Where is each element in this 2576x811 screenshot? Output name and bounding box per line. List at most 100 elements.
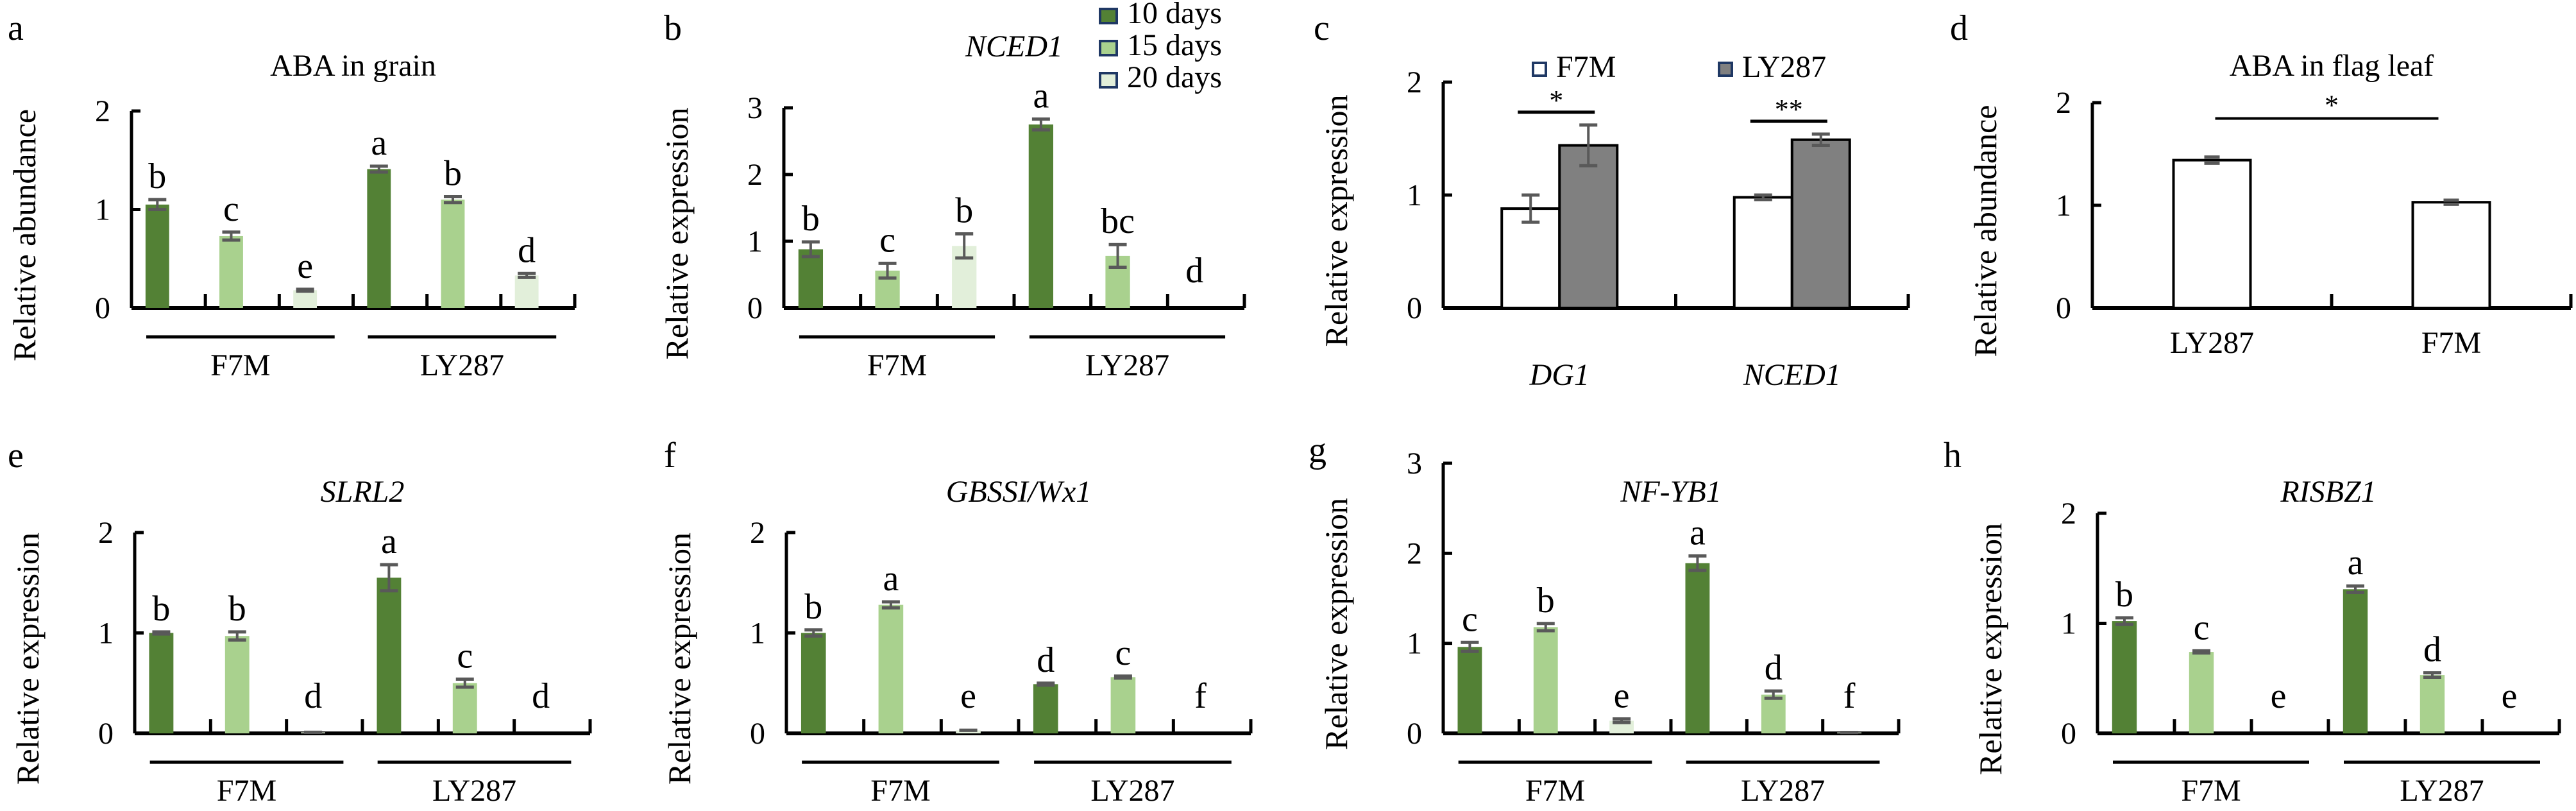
category-label: NCED1 (1743, 358, 1841, 392)
significance-letter: e (1614, 676, 1630, 716)
significance-letter: d (304, 676, 322, 716)
significance-stars: * (1549, 85, 1563, 116)
bar (1761, 694, 1786, 733)
y-axis-label: Relative expression (10, 533, 46, 785)
legend-label: LY287 (1742, 50, 1826, 84)
significance-letter: c (1115, 633, 1131, 673)
group-label: LY287 (432, 774, 516, 808)
panel-letter: h (1944, 436, 1962, 475)
panel-h: h RISBZ1 Relative expression 0 1 2 b c e F7M a d e LY… (1944, 436, 2561, 808)
panel-letter: c (1314, 8, 1330, 48)
chart-title: NF-YB1 (1620, 475, 1721, 509)
y-tick-label: 1 (750, 617, 765, 651)
significance-letter: c (457, 636, 473, 676)
significance-letter: a (381, 522, 397, 561)
y-axis-label: Relative abundance (6, 109, 42, 361)
y-tick-label: 1 (1407, 178, 1422, 212)
significance-letter: b (955, 191, 973, 231)
legend-swatch (1099, 72, 1118, 89)
group-label: F7M (217, 774, 276, 808)
significance-letter: c (1462, 599, 1478, 639)
bar (798, 249, 824, 308)
chart-title: ABA in grain (270, 49, 436, 83)
significance-letter: b (228, 589, 246, 629)
significance-letter: a (1033, 76, 1049, 116)
group-label: LY287 (1090, 774, 1174, 808)
bar (1028, 124, 1054, 308)
bar (1033, 684, 1058, 733)
bar (2343, 589, 2368, 733)
significance-letter: d (1185, 251, 1203, 291)
legend-swatch (1099, 40, 1118, 56)
y-axis-label: Relative expression (1318, 498, 1354, 750)
category-label: F7M (2421, 326, 2481, 360)
chart-title: ABA in flag leaf (2230, 49, 2434, 83)
legend-label: 15 days (1127, 28, 1222, 62)
y-axis-label: Relative expression (1972, 523, 2008, 775)
bar (145, 204, 169, 308)
y-tick-label: 2 (747, 158, 763, 192)
y-tick-label: 2 (750, 516, 765, 550)
group-label: F7M (210, 348, 270, 382)
bar (367, 169, 391, 308)
group-label: F7M (1525, 774, 1585, 808)
legend-label: 10 days (1127, 0, 1222, 30)
y-tick-label: 0 (98, 717, 114, 751)
y-axis-label: Relative expression (661, 533, 697, 785)
significance-letter: b (152, 589, 170, 629)
chart-title: SLRL2 (321, 475, 405, 509)
significance-letter: a (2348, 543, 2364, 583)
group-label: LY287 (1741, 774, 1825, 808)
bar (452, 683, 477, 733)
panel-d: d ABA in flag leaf Relative abundance 0 1 2 LY… (1950, 8, 2573, 360)
bar (1558, 144, 1619, 309)
significance-letter: c (879, 220, 895, 260)
significance-letter: b (802, 199, 820, 239)
y-tick-label: 0 (95, 291, 110, 325)
significance-letter: a (883, 559, 899, 599)
significance-stars: ** (1775, 94, 1803, 125)
y-tick-label: 2 (1407, 536, 1422, 570)
group-label: F7M (2181, 774, 2241, 808)
bar (1500, 207, 1561, 309)
legend-label: F7M (1556, 50, 1616, 84)
panel-a: a ABA in grain Relative abundance 0 1 2 b c e F7M… (6, 8, 577, 382)
significance-letter: d (532, 676, 550, 716)
significance-letter: a (1690, 513, 1706, 553)
significance-letter: b (444, 154, 462, 194)
bar (2189, 652, 2214, 733)
bar (377, 577, 402, 733)
significance-letter: e (297, 246, 313, 286)
panel-c: c Relative expression 0 1 2 * DG1 ** NCED1 F7M LY2… (1314, 8, 1910, 392)
bar (1733, 196, 1793, 309)
panel-letter: a (8, 8, 24, 48)
bar (2172, 158, 2252, 309)
panel-f: f GBSSI/Wx1 Relative expression 0 1 2 b a e F7M d c… (661, 436, 1253, 808)
bar (219, 235, 243, 308)
chart-title: NCED1 (965, 30, 1063, 64)
bar (2411, 201, 2491, 310)
bar (514, 275, 539, 308)
group-label: F7M (870, 774, 930, 808)
panel-e: e SLRL2 Relative expression 0 1 2 b b d F7M a c d LY2… (8, 436, 592, 808)
bar (2112, 621, 2137, 733)
legend-swatch (1099, 8, 1118, 24)
y-tick-label: 3 (747, 91, 763, 125)
significance-letter: f (1194, 676, 1207, 716)
significance-letter: d (1037, 640, 1055, 680)
significance-letter: d (518, 230, 536, 270)
y-tick-label: 1 (2056, 189, 2071, 223)
significance-letter: d (1765, 648, 1783, 688)
group-label: F7M (867, 348, 927, 382)
y-tick-label: 1 (1407, 627, 1422, 661)
significance-letter: e (960, 676, 976, 716)
bar (225, 636, 250, 733)
bar (441, 200, 465, 308)
significance-letter: e (2271, 676, 2287, 716)
category-label: DG1 (1529, 358, 1589, 392)
significance-letter: b (804, 587, 822, 627)
panel-letter: g (1309, 431, 1326, 470)
bar (293, 290, 318, 308)
y-tick-label: 0 (747, 291, 763, 325)
